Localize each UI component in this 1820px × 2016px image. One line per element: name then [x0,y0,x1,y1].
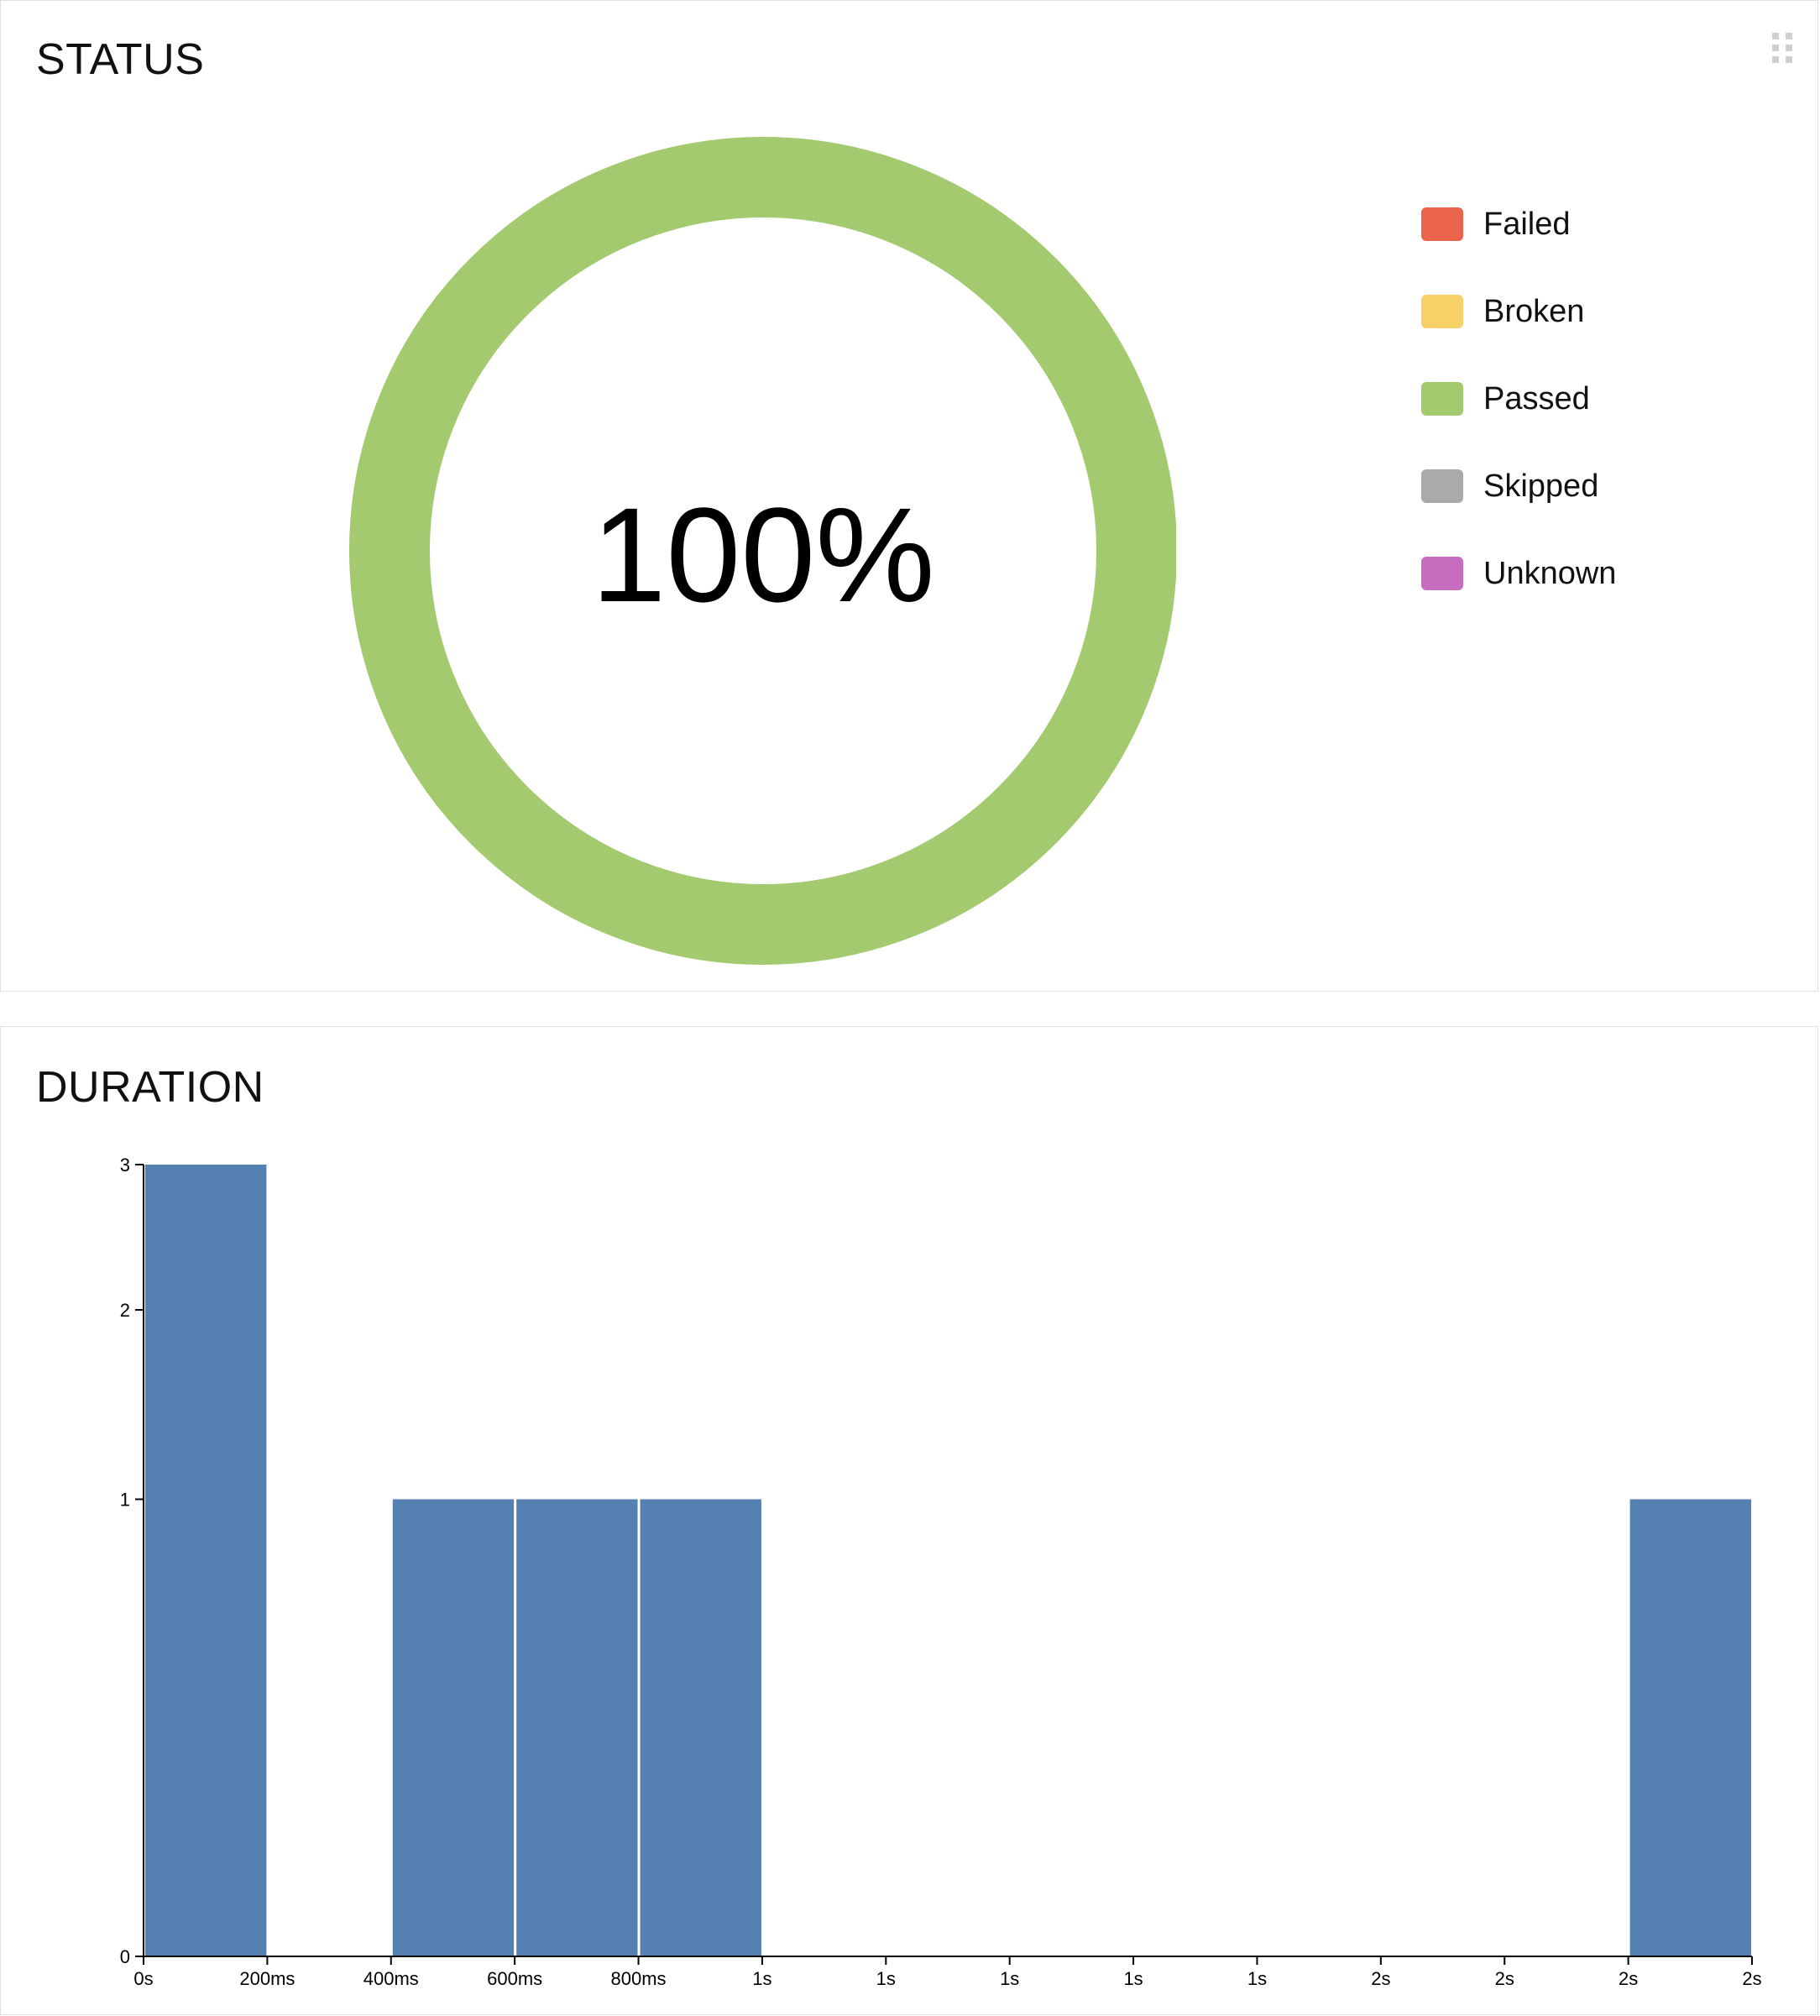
legend-swatch-passed [1421,382,1463,416]
y-axis-tick-label: 2 [120,1300,130,1321]
legend-label-passed: Passed [1483,380,1590,416]
x-axis-tick-label: 1s [1247,1968,1267,1989]
legend-item-skipped[interactable]: Skipped [1421,464,1616,508]
histogram-bars [145,1165,1751,1956]
duration-histogram: 0 1 2 3 0s 200ms 400ms 600ms 800ms 1s 1s 1s 1s 1s 2s 2… [120,1155,1762,1989]
donut-slices [349,137,1176,965]
x-axis-tick-label: 1s [1000,1968,1019,1989]
x-axis-tick-label: 1s [1123,1968,1143,1989]
duration-widget: DURATION 0 1 2 3 0s 200ms 400ms 600ms 800ms 1s 1s… [0,1026,1818,2015]
status-widget: STATUS 100% Failed Broken Passed Skipped… [0,0,1818,992]
histogram-bar[interactable] [1629,1499,1751,1956]
x-axis-tick-label: 400ms [363,1968,419,1989]
drag-handle-icon[interactable] [1772,33,1792,63]
legend-label-failed: Failed [1483,206,1571,242]
y-axis-tick-label: 1 [120,1490,130,1511]
status-donut-chart: 100% [349,137,1176,965]
y-axis-tick-label: 0 [120,1946,130,1967]
legend-item-broken[interactable]: Broken [1421,290,1616,333]
x-axis-tick-label: 2s [1371,1968,1390,1989]
legend-item-passed[interactable]: Passed [1421,377,1616,421]
legend-item-failed[interactable]: Failed [1421,202,1616,246]
status-widget-title: STATUS [36,35,205,84]
donut-slice-passed[interactable] [349,137,1176,965]
histogram-bar[interactable] [392,1499,515,1956]
x-axis-tick-label: 600ms [487,1968,542,1989]
x-axis-tick-label: 2s [1495,1968,1514,1989]
status-legend: Failed Broken Passed Skipped Unknown [1421,202,1616,639]
x-axis-tick-label: 2s [1742,1968,1761,1989]
x-axis-tick-label: 1s [876,1968,896,1989]
legend-swatch-unknown [1421,557,1463,590]
x-axis-tick-label: 2s [1619,1968,1638,1989]
histogram-y-axis: 0 1 2 3 [120,1155,144,1967]
donut-center-label: 100% [591,479,934,630]
x-axis-tick-label: 1s [752,1968,771,1989]
histogram-bar[interactable] [516,1499,638,1956]
histogram-bar[interactable] [640,1499,761,1956]
legend-swatch-broken [1421,295,1463,328]
legend-swatch-skipped [1421,469,1463,503]
histogram-bar[interactable] [145,1165,267,1956]
x-axis-tick-label: 200ms [239,1968,295,1989]
legend-label-broken: Broken [1483,293,1585,329]
legend-label-skipped: Skipped [1483,468,1599,504]
duration-widget-title: DURATION [36,1063,264,1112]
legend-swatch-failed [1421,207,1463,241]
x-axis-tick-label: 0s [133,1968,153,1989]
x-axis-tick-label: 800ms [611,1968,667,1989]
legend-label-unknown: Unknown [1483,555,1617,591]
legend-item-unknown[interactable]: Unknown [1421,552,1616,595]
histogram-x-axis: 0s 200ms 400ms 600ms 800ms 1s 1s 1s 1s 1s 2s 2s 2s 2s [133,1956,1762,1989]
y-axis-tick-label: 3 [120,1155,130,1176]
